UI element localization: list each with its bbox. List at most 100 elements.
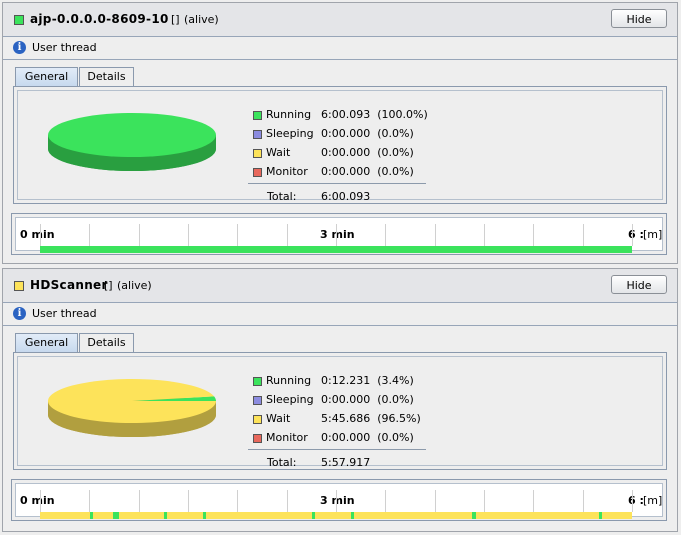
timeline-tick	[533, 490, 534, 512]
timeline-segment-running	[599, 512, 603, 519]
info-icon: i	[13, 41, 26, 54]
info-row: i User thread	[3, 303, 677, 326]
timeline-tick	[435, 224, 436, 246]
timeline-mid-label: 3 min	[320, 228, 355, 241]
timeline-tick	[139, 490, 140, 512]
timeline-tick	[139, 224, 140, 246]
monitor-swatch	[253, 434, 262, 443]
timeline-segment-running	[90, 512, 94, 519]
legend-value: 6:00.093 (100.0%)	[321, 108, 428, 121]
timeline-end-label: 6 :	[628, 228, 644, 241]
thread-timeline: 0 min 3 min 6 : [m]	[11, 479, 667, 521]
legend-label: Sleeping	[266, 393, 314, 406]
info-icon: i	[13, 307, 26, 320]
running-swatch	[253, 377, 262, 386]
timeline-tick	[336, 490, 337, 512]
thread-state-pie-chart	[48, 113, 216, 171]
timeline-segment-running	[164, 512, 168, 519]
pie-slice-running	[132, 396, 216, 401]
timeline-tick	[533, 224, 534, 246]
timeline-start-label: 0 min	[20, 228, 55, 241]
timeline-tick	[385, 224, 386, 246]
total-value: 5:57.917	[321, 456, 371, 469]
timeline-tick	[287, 490, 288, 512]
tab-details[interactable]: Details	[79, 333, 134, 352]
thread-state-indicator	[14, 281, 24, 291]
running-swatch	[253, 111, 262, 120]
timeline-start-label: 0 min	[20, 494, 55, 507]
timeline-segment-running	[312, 512, 316, 519]
legend-label: Wait	[266, 412, 291, 425]
timeline-track	[40, 512, 632, 519]
hide-button[interactable]: Hide	[611, 275, 667, 294]
legend-label: Running	[266, 108, 312, 121]
total-row: Total: 6:00.093	[267, 190, 370, 203]
timeline-tick	[188, 490, 189, 512]
thread-header: HDScanner [] (alive) Hide	[3, 269, 677, 303]
timeline-tick	[188, 224, 189, 246]
total-separator	[248, 449, 426, 450]
hide-button[interactable]: Hide	[611, 9, 667, 28]
legend-label: Wait	[266, 146, 291, 159]
legend-label: Running	[266, 374, 312, 387]
timeline-tick	[336, 224, 337, 246]
total-separator	[248, 183, 426, 184]
thread-panel-2: HDScanner [] (alive) Hide i User thread …	[2, 268, 678, 532]
timeline-end-label: 6 :	[628, 494, 644, 507]
timeline-track	[40, 246, 632, 253]
total-value: 6:00.093	[321, 190, 371, 203]
timeline-tick	[40, 224, 41, 246]
thread-timeline: 0 min 3 min 6 : [m]	[11, 213, 667, 255]
legend-value: 0:00.000 (0.0%)	[321, 431, 414, 444]
monitor-swatch	[253, 168, 262, 177]
tab-general[interactable]: General	[15, 333, 78, 352]
timeline-unit-label: [m]	[643, 494, 663, 507]
thread-type-label: User thread	[32, 41, 97, 54]
total-label: Total:	[267, 456, 297, 469]
thread-brackets: []	[104, 279, 113, 292]
timeline-tick	[632, 490, 633, 512]
timeline-tick	[435, 490, 436, 512]
total-row: Total: 5:57.917	[267, 456, 370, 469]
legend-value: 5:45.686 (96.5%)	[321, 412, 421, 425]
thread-state-label: (alive)	[184, 13, 219, 26]
thread-panel-1: ajp-0.0.0.0-8609-10 [] (alive) Hide i Us…	[2, 2, 678, 264]
thread-state-label: (alive)	[117, 279, 152, 292]
pie-slice-running	[48, 113, 216, 157]
legend-label: Monitor	[266, 431, 308, 444]
timeline-segment-running	[112, 512, 119, 519]
timeline-mid-label: 3 min	[320, 494, 355, 507]
wait-swatch	[253, 415, 262, 424]
tab-details[interactable]: Details	[79, 67, 134, 86]
info-row: i User thread	[3, 37, 677, 60]
timeline-segment-running	[40, 246, 632, 253]
timeline-tick	[237, 490, 238, 512]
general-tab-content: Running 0:12.231 (3.4%) Sleeping 0:00.00…	[13, 352, 667, 470]
legend-value: 0:00.000 (0.0%)	[321, 165, 414, 178]
timeline-tick	[484, 490, 485, 512]
thread-brackets: []	[171, 13, 180, 26]
timeline-segment-running	[202, 512, 206, 519]
timeline-tick	[632, 224, 633, 246]
legend-value: 0:00.000 (0.0%)	[321, 393, 414, 406]
thread-state-indicator	[14, 15, 24, 25]
timeline-tick	[40, 490, 41, 512]
legend-label: Monitor	[266, 165, 308, 178]
timeline-tick	[237, 224, 238, 246]
wait-swatch	[253, 149, 262, 158]
legend-value: 0:00.000 (0.0%)	[321, 146, 414, 159]
timeline-tick	[89, 224, 90, 246]
timeline-tick	[583, 224, 584, 246]
timeline-tick	[385, 490, 386, 512]
timeline-segment-wait	[40, 512, 632, 519]
tab-general[interactable]: General	[15, 67, 78, 86]
timeline-tick	[89, 490, 90, 512]
total-label: Total:	[267, 190, 297, 203]
sleeping-swatch	[253, 130, 262, 139]
timeline-tick	[583, 490, 584, 512]
sleeping-swatch	[253, 396, 262, 405]
timeline-segment-running	[472, 512, 477, 519]
timeline-unit-label: [m]	[643, 228, 663, 241]
thread-type-label: User thread	[32, 307, 97, 320]
legend-label: Sleeping	[266, 127, 314, 140]
